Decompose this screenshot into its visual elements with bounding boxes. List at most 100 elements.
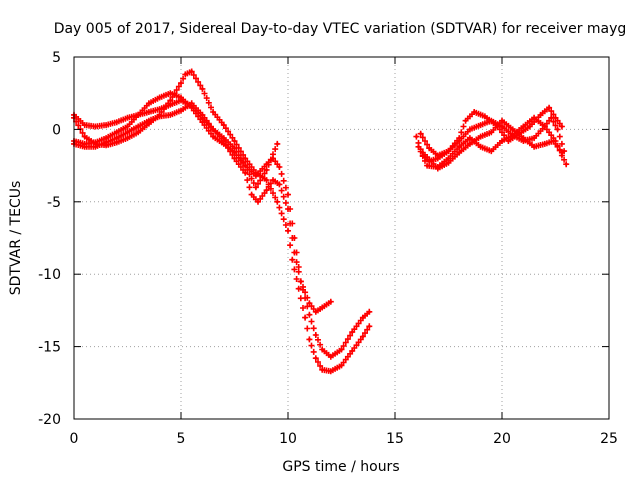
data-point [521, 136, 525, 140]
data-point [297, 287, 301, 291]
data-point [350, 330, 354, 334]
data-point [126, 130, 129, 134]
data-point [320, 306, 324, 310]
data-point [500, 139, 504, 143]
data-point [158, 96, 162, 100]
data-point [275, 142, 279, 146]
data-point [307, 337, 311, 341]
data-point [500, 119, 504, 123]
data-point [243, 156, 247, 160]
data-point [115, 140, 119, 144]
series-track-7 [417, 104, 565, 159]
data-point [307, 313, 311, 317]
data-point [271, 178, 275, 182]
x-tick-label: 25 [600, 431, 618, 447]
data-point [436, 166, 440, 170]
data-point [222, 142, 226, 146]
data-point [83, 135, 87, 139]
data-point [233, 146, 236, 150]
data-point [314, 333, 318, 337]
data-point [457, 151, 461, 155]
data-point [472, 110, 476, 114]
data-point [168, 103, 172, 107]
data-point [427, 146, 431, 150]
data-point [414, 135, 418, 139]
data-point [190, 106, 194, 110]
data-point [243, 164, 247, 168]
data-point [179, 109, 183, 113]
data-point [115, 136, 119, 140]
series-track-8 [419, 117, 565, 172]
data-point [168, 91, 172, 95]
data-point [179, 96, 183, 100]
data-point [532, 116, 536, 120]
data-point [489, 130, 493, 134]
data-point [367, 310, 371, 314]
data-point [468, 142, 472, 146]
data-point [479, 145, 483, 149]
data-point [265, 178, 269, 182]
data-point [126, 125, 129, 129]
x-tick-label: 5 [177, 431, 186, 447]
data-point [500, 125, 504, 129]
data-point [506, 139, 510, 143]
data-point [447, 161, 450, 165]
data-point [265, 188, 269, 192]
data-point [421, 151, 425, 155]
data-point [233, 151, 236, 155]
data-point [277, 182, 281, 186]
y-tick-label: -10 [38, 267, 61, 283]
data-point [211, 127, 215, 131]
y-tick-label: -15 [38, 340, 61, 356]
data-point [464, 119, 468, 123]
data-point [320, 347, 324, 351]
data-point [367, 324, 371, 328]
data-point [290, 258, 294, 262]
data-series [71, 68, 570, 375]
axes: 0 5 10 15 20 25 5 0 -5 -10 -15 -20 [38, 50, 618, 447]
data-point [329, 300, 333, 304]
data-point [361, 334, 365, 338]
data-point [560, 151, 564, 155]
data-point [549, 116, 553, 120]
data-point [419, 132, 423, 136]
data-point [254, 185, 258, 189]
data-point [126, 116, 129, 120]
data-point [539, 113, 543, 117]
data-point [292, 250, 296, 254]
data-point [556, 127, 560, 131]
y-tick-label: -20 [38, 412, 61, 428]
data-point [489, 149, 493, 153]
data-point [136, 113, 140, 117]
data-point [479, 123, 483, 127]
data-point [168, 98, 172, 102]
data-point [532, 136, 536, 140]
data-point [350, 349, 354, 353]
data-point [521, 125, 525, 129]
data-point [417, 145, 421, 149]
data-point [104, 136, 108, 140]
data-point [200, 87, 204, 91]
data-point [233, 156, 236, 160]
data-point [200, 120, 204, 124]
data-point [314, 356, 318, 360]
data-point [115, 120, 119, 124]
data-point [320, 368, 324, 372]
data-point [233, 139, 236, 143]
x-axis-label: GPS time / hours [282, 459, 399, 475]
data-point [115, 130, 119, 134]
data-point [532, 145, 536, 149]
data-point [147, 110, 151, 114]
data-point [447, 156, 450, 160]
data-point [275, 200, 279, 204]
data-point [361, 316, 365, 320]
x-tick-label: 10 [279, 431, 297, 447]
data-point [329, 369, 333, 373]
data-point [560, 125, 564, 129]
data-point [183, 72, 187, 76]
data-point [200, 113, 204, 117]
data-point [479, 135, 483, 139]
data-point [564, 162, 568, 166]
chart-title: Day 005 of 2017, Sidereal Day-to-day VTE… [54, 21, 627, 37]
data-point [299, 279, 303, 283]
